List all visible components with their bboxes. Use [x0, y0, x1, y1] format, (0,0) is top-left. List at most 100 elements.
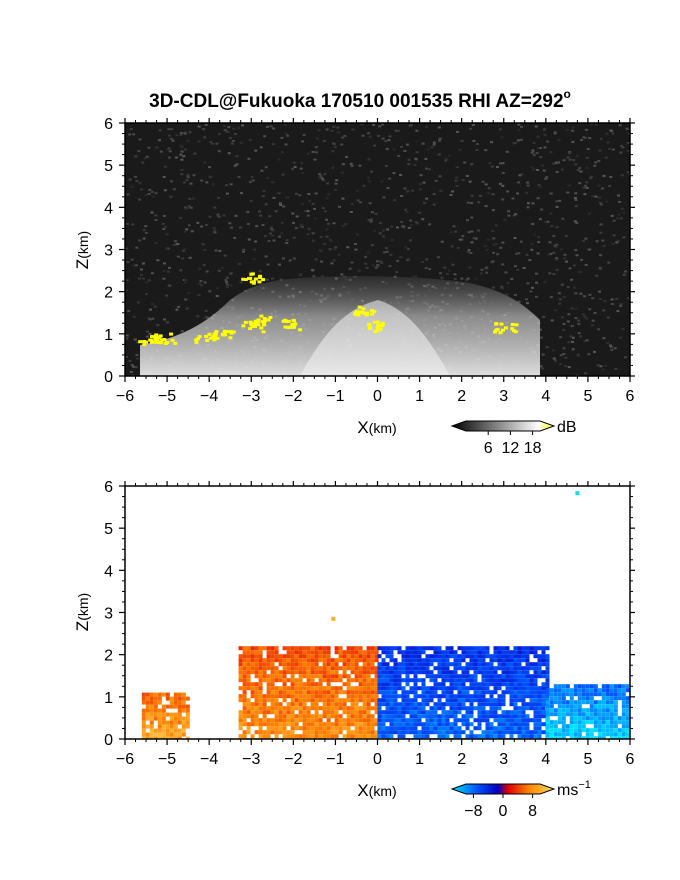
velocity-pixel [266, 698, 271, 703]
velocity-pixel [385, 650, 390, 655]
velocity-pixel [577, 708, 582, 713]
velocity-pixel [334, 670, 339, 675]
velocity-pixel [589, 732, 594, 737]
velocity-pixel [177, 700, 182, 705]
noise-speck [543, 128, 546, 131]
velocity-pixel [513, 714, 518, 719]
velocity-pixel [521, 706, 526, 711]
velocity-pixel [389, 694, 394, 699]
velocity-pixel [314, 646, 319, 651]
velocity-pixel [485, 702, 490, 707]
velocity-pixel [625, 712, 630, 717]
velocity-pixel [537, 694, 542, 699]
noise-speck [132, 365, 135, 368]
noise-speck [367, 180, 371, 183]
noise-speck [406, 190, 410, 193]
noise-speck [198, 282, 202, 285]
velocity-pixel [246, 666, 251, 671]
velocity-pixel [533, 654, 538, 659]
velocity-pixel [597, 688, 602, 693]
x-tick-label: 3 [499, 388, 508, 405]
velocity-pixel [589, 708, 594, 713]
noise-speck [204, 223, 208, 226]
velocity-pixel [389, 734, 394, 739]
velocity-pixel [581, 700, 586, 705]
noise-speck [338, 205, 341, 208]
velocity-pixel [358, 654, 363, 659]
noise-speck [568, 152, 572, 155]
velocity-pixel [513, 666, 518, 671]
velocity-pixel [525, 726, 530, 731]
velocity-pixel [461, 714, 466, 719]
velocity-pixel [165, 692, 170, 697]
velocity-pixel [525, 722, 530, 727]
velocity-pixel [417, 670, 422, 675]
noise-speck [301, 202, 304, 205]
velocity-pixel [149, 736, 154, 739]
velocity-pixel [165, 736, 170, 739]
velocity-pixel [306, 682, 311, 687]
velocity-pixel [433, 658, 438, 663]
noise-speck [546, 220, 550, 223]
velocity-pixel [437, 650, 442, 655]
velocity-pixel [274, 666, 279, 671]
velocity-pixel [282, 714, 287, 719]
velocity-pixel [350, 734, 355, 739]
velocity-pixel [389, 646, 394, 651]
velocity-pixel [437, 718, 442, 723]
noise-speck [135, 180, 139, 183]
velocity-pixel [262, 674, 267, 679]
velocity-pixel [306, 658, 311, 663]
velocity-pixel [377, 718, 382, 723]
noise-speck [292, 222, 295, 224]
velocity-pixel [505, 726, 510, 731]
noise-speck [555, 257, 559, 260]
velocity-pixel [286, 686, 291, 691]
velocity-pixel [481, 654, 486, 659]
noise-speck [343, 135, 347, 137]
velocity-pixel [441, 654, 446, 659]
velocity-pixel [258, 678, 263, 683]
velocity-pixel [310, 730, 315, 735]
velocity-pixel [165, 732, 170, 737]
noise-speck [424, 267, 428, 269]
velocity-pixel [493, 674, 498, 679]
noise-speck [383, 251, 387, 254]
noise-speck [486, 238, 490, 241]
x-tick-label: 3 [499, 751, 508, 768]
velocity-pixel [298, 726, 303, 731]
velocity-pixel [449, 682, 454, 687]
noise-speck [281, 173, 285, 176]
velocity-pixel [445, 666, 450, 671]
velocity-pixel [525, 658, 530, 663]
velocity-pixel [389, 682, 394, 687]
noise-speck [472, 140, 476, 142]
velocity-pixel [465, 690, 470, 695]
velocity-pixel [625, 732, 630, 737]
velocity-pixel [381, 722, 386, 727]
velocity-pixel [489, 666, 494, 671]
velocity-pixel [605, 684, 610, 689]
noise-speck [158, 129, 162, 132]
velocity-pixel [322, 666, 327, 671]
noise-speck [570, 307, 574, 310]
highlight-pixel [214, 330, 219, 334]
highlight-pixel [194, 340, 199, 344]
velocity-pixel [334, 706, 339, 711]
noise-speck [202, 128, 206, 131]
y-tick-label: 5 [104, 158, 113, 175]
noise-speck [227, 131, 230, 134]
velocity-pixel [274, 706, 279, 711]
noise-speck [385, 250, 389, 253]
velocity-pixel [397, 726, 402, 731]
noise-speck [408, 124, 412, 127]
noise-speck [407, 257, 410, 260]
noise-speck [568, 267, 572, 270]
noise-speck [179, 133, 183, 136]
noise-speck [626, 171, 630, 174]
velocity-pixel [441, 658, 446, 663]
noise-speck [488, 162, 492, 165]
velocity-pixel [254, 694, 259, 699]
noise-speck [130, 374, 134, 376]
velocity-pixel [605, 704, 610, 709]
